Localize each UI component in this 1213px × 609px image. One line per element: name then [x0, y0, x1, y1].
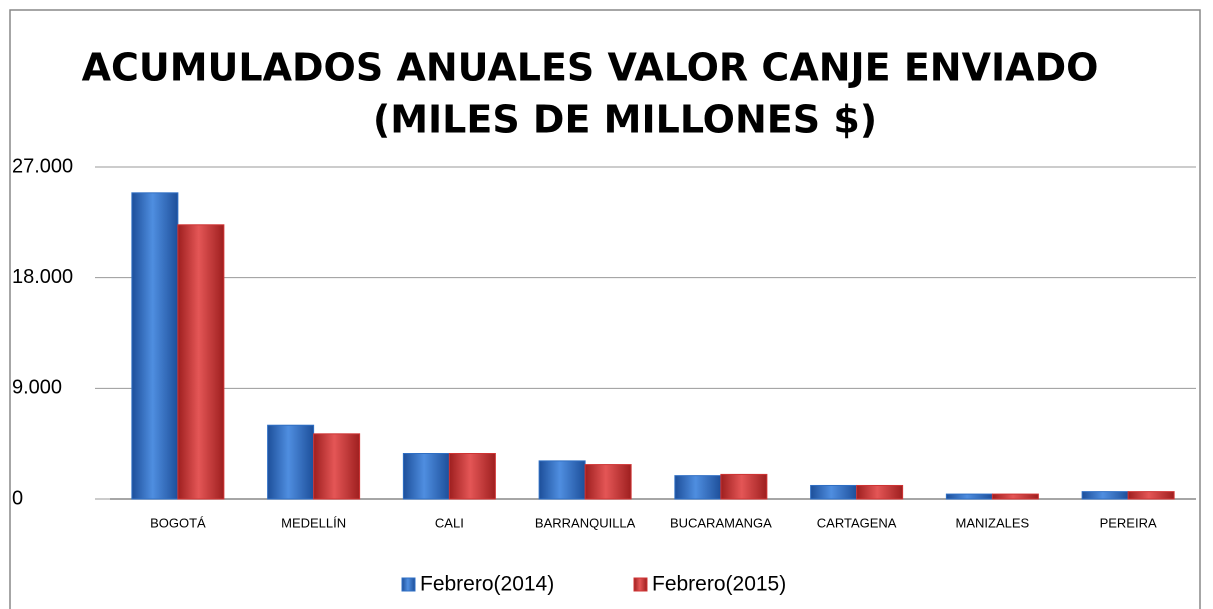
bar [991, 493, 1039, 500]
legend-label: Febrero(2015) [652, 573, 786, 596]
x-tick-label: MEDELLÍN [281, 515, 346, 530]
bar [856, 484, 904, 500]
y-tick-label: 27.000 [12, 155, 73, 177]
bar [584, 464, 632, 500]
bar [538, 460, 586, 500]
chart-title: ACUMULADOS ANUALES VALOR CANJE ENVIADO [82, 46, 1099, 90]
chart-border [9, 9, 1201, 609]
legend-swatch [633, 577, 648, 592]
legend-label: Febrero(2014) [420, 573, 554, 596]
y-tick-label: 18.000 [12, 266, 73, 288]
x-tick-label: MANIZALES [956, 515, 1030, 530]
bar [1081, 491, 1129, 500]
x-tick-label: CALI [435, 515, 464, 530]
legend-swatch [401, 577, 416, 592]
chart-subtitle: (MILES DE MILLONES $) [373, 98, 877, 142]
x-tick-label: BUCARAMANGA [670, 515, 772, 530]
bar [131, 192, 179, 500]
x-tick-label: BARRANQUILLA [535, 515, 636, 530]
bar [177, 224, 225, 500]
bar [1127, 491, 1175, 500]
y-tick-label: 0 [12, 487, 23, 509]
bar [313, 433, 361, 500]
bar [402, 453, 450, 500]
x-tick-label: CARTAGENA [817, 515, 897, 530]
bar [720, 473, 768, 500]
y-tick-label: 9.000 [12, 377, 62, 399]
bar [448, 453, 496, 500]
bar [267, 424, 315, 500]
bar [945, 493, 993, 500]
x-tick-label: BOGOTÁ [150, 515, 206, 530]
bar [810, 484, 858, 500]
bar [674, 475, 722, 500]
x-tick-label: PEREIRA [1100, 515, 1157, 530]
